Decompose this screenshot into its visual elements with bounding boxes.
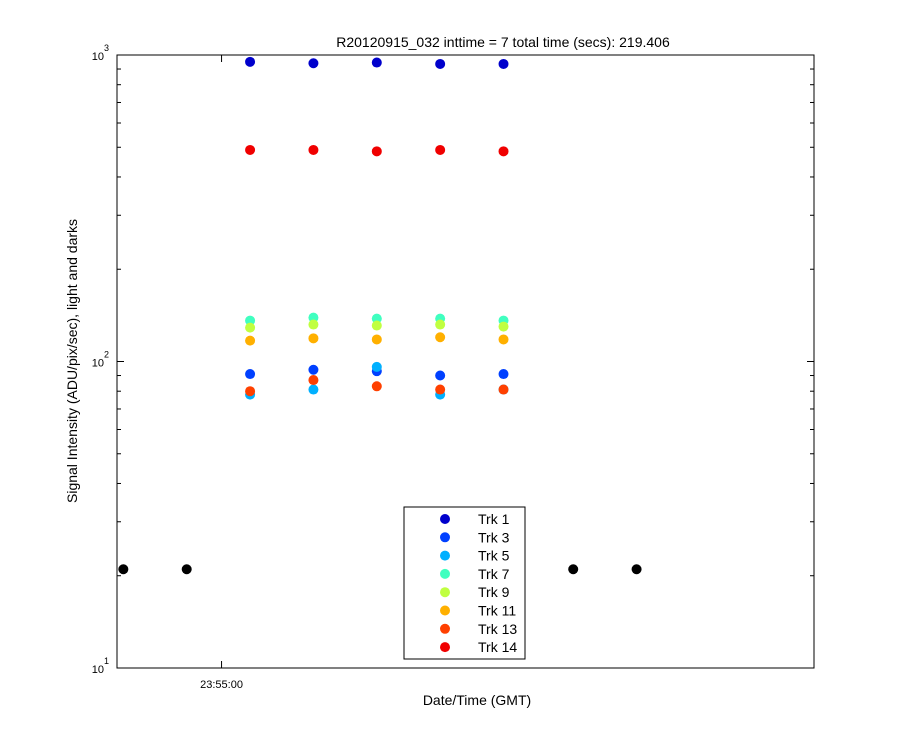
legend-label: Trk 13 — [478, 621, 517, 637]
legend-marker — [440, 587, 450, 598]
legend-item: Trk 5 — [440, 548, 510, 564]
legend-marker — [440, 623, 450, 634]
data-point — [245, 386, 256, 397]
legend-item: Trk 13 — [440, 621, 517, 637]
legend-label: Trk 11 — [478, 603, 516, 619]
data-point — [308, 319, 319, 330]
data-point — [371, 361, 382, 372]
data-point — [245, 369, 256, 380]
data-point — [498, 384, 509, 395]
y-tick-base: 10 — [92, 51, 104, 63]
chart-title: R20120915_032 inttime = 7 total time (se… — [336, 34, 670, 50]
legend-items: Trk 1 Trk 3 Trk 5 Trk 7 Trk 9 Trk 11 Trk 13 Trk… — [440, 511, 517, 655]
legend-item: Trk 1 — [440, 511, 510, 527]
y-axis-label: Signal Intensity (ADU/pix/sec), light an… — [64, 219, 80, 503]
series-trk-11 — [245, 332, 509, 346]
legend-label: Trk 7 — [478, 566, 510, 582]
series-darks — [118, 564, 642, 575]
data-point — [371, 146, 382, 157]
legend-item: Trk 7 — [440, 566, 510, 582]
legend-marker — [440, 568, 450, 579]
data-point — [435, 384, 446, 395]
axis-ticks — [117, 55, 814, 668]
data-point — [498, 321, 509, 332]
series-trk-9 — [245, 319, 509, 333]
dark-point — [118, 564, 129, 575]
data-point — [245, 322, 256, 333]
data-point — [435, 58, 446, 69]
data-point — [371, 320, 382, 331]
data-point — [308, 58, 319, 69]
y-tick-exponent: 1 — [104, 656, 109, 666]
data-point — [371, 57, 382, 68]
data-point — [435, 370, 446, 381]
legend-item: Trk 3 — [440, 529, 510, 545]
data-point — [498, 334, 509, 345]
data-point — [498, 146, 509, 157]
y-tick-exponent: 2 — [104, 350, 109, 360]
data-point — [371, 381, 382, 392]
data-point — [371, 313, 382, 324]
legend-marker — [440, 605, 450, 616]
data-point — [308, 333, 319, 344]
y-tick-base: 10 — [92, 358, 104, 370]
y-tick-base: 10 — [92, 664, 104, 676]
legend-marker — [440, 532, 450, 543]
data-point — [245, 315, 256, 326]
dark-point — [568, 564, 579, 575]
x-tick-labels: 23:55:00 — [200, 679, 243, 691]
data-point — [308, 384, 319, 395]
data-point — [435, 144, 446, 155]
dark-point — [631, 564, 642, 575]
series-trk-14 — [245, 144, 509, 157]
series-trk-13 — [245, 375, 509, 397]
data-point — [245, 56, 256, 67]
y-tick-label: 102 — [92, 350, 109, 370]
data-point — [308, 312, 319, 323]
y-tick-exponent: 3 — [104, 43, 109, 53]
y-tick-label: 101 — [92, 656, 109, 676]
data-point — [435, 319, 446, 330]
data-point — [308, 364, 319, 375]
legend-marker — [440, 550, 450, 561]
data-point — [498, 369, 509, 380]
data-point — [498, 58, 509, 69]
legend-item: Trk 9 — [440, 584, 510, 600]
legend-marker — [440, 642, 450, 653]
legend-label: Trk 14 — [478, 639, 517, 655]
data-point — [435, 332, 446, 343]
y-tick-label: 103 — [92, 43, 109, 63]
dark-point — [181, 564, 192, 575]
legend: Trk 1 Trk 3 Trk 5 Trk 7 Trk 9 Trk 11 Trk 13 Trk… — [403, 506, 526, 660]
legend-label: Trk 1 — [478, 511, 510, 527]
data-point — [308, 375, 319, 386]
data-point — [371, 334, 382, 345]
legend-box — [403, 506, 526, 660]
legend-label: Trk 5 — [478, 548, 510, 564]
legend-item: Trk 14 — [440, 639, 517, 655]
x-axis-label: Date/Time (GMT) — [423, 692, 531, 708]
data-point — [245, 335, 256, 346]
series-trk-1 — [245, 56, 509, 69]
data-point — [308, 144, 319, 155]
legend-label: Trk 9 — [478, 584, 510, 600]
x-tick-label: 23:55:00 — [200, 679, 243, 691]
legend-marker — [440, 514, 450, 524]
legend-item: Trk 11 — [440, 603, 516, 619]
legend-label: Trk 3 — [478, 529, 510, 545]
data-point — [245, 144, 256, 155]
data-points — [118, 56, 642, 575]
